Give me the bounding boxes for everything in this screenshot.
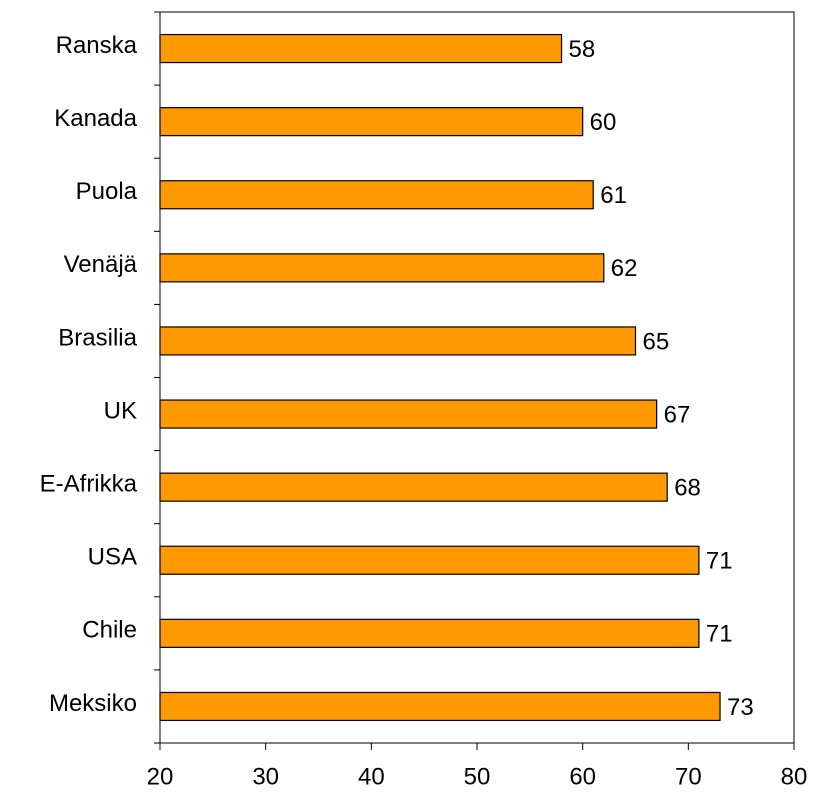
- data-label: 62: [611, 255, 638, 282]
- data-label: 60: [590, 109, 617, 136]
- data-label: 61: [600, 182, 627, 209]
- x-tick-label: 60: [569, 763, 596, 790]
- y-tick-label: Chile: [82, 617, 137, 644]
- x-tick-label: 40: [358, 763, 385, 790]
- bar: [159, 691, 721, 722]
- data-label: 73: [727, 694, 754, 721]
- bar: [159, 399, 658, 429]
- y-tick-label: Ranska: [56, 32, 138, 59]
- y-tick-label: USA: [88, 544, 137, 571]
- bar: [159, 472, 668, 502]
- bar: [159, 107, 584, 137]
- x-tick-label: 70: [675, 763, 702, 790]
- x-tick-label: 50: [464, 763, 491, 790]
- bar: [159, 618, 700, 648]
- y-tick-label: E-Afrikka: [40, 470, 138, 497]
- data-label: 71: [706, 548, 733, 575]
- data-label: 67: [664, 401, 691, 428]
- y-tick-label: Meksiko: [49, 690, 137, 717]
- y-tick-label: Brasilia: [58, 324, 137, 351]
- data-label: 68: [674, 474, 701, 501]
- bar: [159, 33, 563, 64]
- x-tick-label: 80: [781, 763, 808, 790]
- y-tick-label: UK: [104, 397, 137, 424]
- y-tick-label: Kanada: [54, 105, 137, 132]
- bar: [159, 253, 605, 283]
- data-label: 58: [569, 36, 596, 63]
- data-label: 65: [643, 328, 670, 355]
- bar: [159, 326, 637, 356]
- x-tick-label: 30: [252, 763, 279, 790]
- y-tick-label: Puola: [76, 178, 138, 205]
- bar: [159, 180, 594, 210]
- y-tick-label: Venäjä: [64, 251, 138, 278]
- x-tick-label: 20: [147, 763, 174, 790]
- bar: [159, 545, 700, 575]
- data-label: 71: [706, 621, 733, 648]
